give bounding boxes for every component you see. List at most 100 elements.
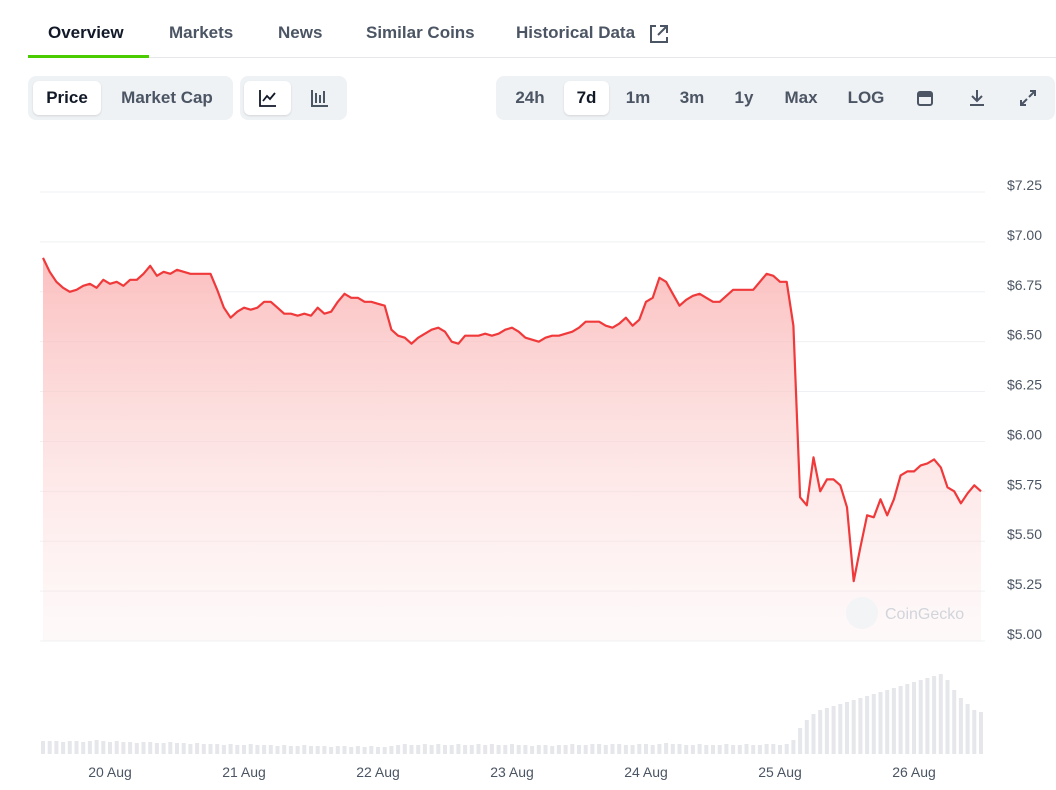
range-button[interactable]: LOG bbox=[847, 88, 885, 107]
fullscreen-button[interactable] bbox=[1008, 81, 1048, 115]
download-button[interactable] bbox=[957, 81, 997, 115]
volume-bar bbox=[288, 746, 293, 754]
tab[interactable]: News bbox=[278, 23, 323, 42]
calendar-button[interactable] bbox=[905, 81, 945, 115]
y-tick-label: $6.00 bbox=[1007, 426, 1042, 442]
volume-bar bbox=[570, 744, 575, 754]
volume-bar bbox=[650, 745, 655, 754]
watermark: CoinGecko bbox=[885, 606, 964, 623]
volume-bar bbox=[757, 745, 762, 754]
volume-bar bbox=[188, 744, 193, 754]
volume-bar bbox=[175, 743, 179, 754]
volume-bar bbox=[322, 746, 327, 754]
volume-bar bbox=[255, 745, 260, 754]
toggle-button[interactable]: Market Cap bbox=[121, 88, 213, 107]
calendar-icon bbox=[917, 91, 933, 106]
volume-bar bbox=[972, 710, 977, 754]
volume-bar bbox=[556, 745, 561, 754]
y-tick-label: $5.50 bbox=[1007, 526, 1042, 542]
external-link-icon bbox=[650, 25, 668, 43]
volume-bar bbox=[402, 744, 407, 754]
volume-bar bbox=[295, 746, 300, 754]
volume-bar bbox=[483, 745, 488, 754]
volume-bar bbox=[979, 712, 983, 754]
volume-bar bbox=[201, 744, 206, 754]
volume-bar bbox=[148, 742, 153, 754]
volume-bar bbox=[168, 742, 173, 754]
range-button[interactable]: Max bbox=[784, 88, 818, 107]
volume-bar bbox=[784, 744, 789, 754]
volume-bar bbox=[891, 688, 896, 754]
line-icon bbox=[258, 90, 276, 107]
volume-bar bbox=[851, 700, 856, 754]
volume-bar bbox=[81, 742, 86, 754]
volume-bar bbox=[824, 708, 829, 754]
volume-bar bbox=[362, 747, 367, 754]
tab[interactable]: Historical Data bbox=[516, 23, 636, 42]
volume-bar bbox=[644, 744, 648, 754]
volume-bar bbox=[329, 747, 334, 754]
volume-bar bbox=[489, 744, 494, 754]
active-underline bbox=[28, 55, 149, 58]
volume-bar bbox=[804, 720, 809, 754]
range-button[interactable]: 1y bbox=[734, 88, 754, 107]
volume-bar bbox=[818, 710, 823, 754]
tab[interactable]: Similar Coins bbox=[366, 23, 475, 42]
volume-bar bbox=[215, 744, 220, 754]
volume-bar bbox=[235, 745, 240, 754]
volume-bar bbox=[885, 690, 890, 754]
volume-bar bbox=[121, 742, 126, 754]
volume-bar bbox=[523, 745, 528, 754]
volume-bar bbox=[717, 745, 722, 754]
volume-bar bbox=[731, 745, 736, 754]
volume-bar bbox=[958, 698, 963, 754]
volume-bar bbox=[744, 744, 749, 754]
volume-bar bbox=[838, 704, 843, 754]
volume-bar bbox=[409, 745, 414, 754]
volume-bar bbox=[737, 745, 742, 754]
range-button[interactable]: 24h bbox=[515, 88, 545, 107]
volume-bar bbox=[771, 744, 776, 754]
x-tick-label: 21 Aug bbox=[222, 764, 266, 780]
volume-bar bbox=[275, 746, 280, 754]
download-icon bbox=[970, 90, 984, 106]
y-tick-label: $5.75 bbox=[1007, 476, 1042, 492]
volume-bar bbox=[952, 690, 957, 754]
x-tick-label: 20 Aug bbox=[88, 764, 132, 780]
volume-bar bbox=[463, 745, 468, 754]
x-tick-label: 22 Aug bbox=[356, 764, 400, 780]
volume-bar bbox=[677, 744, 682, 754]
volume-bar bbox=[282, 745, 287, 754]
price-line bbox=[42, 257, 982, 583]
volume-bar bbox=[536, 745, 541, 754]
volume-bar bbox=[134, 743, 139, 754]
x-tick-label: 26 Aug bbox=[892, 764, 936, 780]
volume-bar bbox=[945, 680, 950, 754]
range-button[interactable]: 1m bbox=[625, 88, 651, 107]
volume-bar bbox=[938, 674, 943, 754]
fullscreen-icon bbox=[1020, 90, 1036, 106]
price-area bbox=[43, 257, 981, 641]
volume-bar bbox=[704, 745, 709, 754]
volume-bar bbox=[416, 745, 421, 754]
volume-bar bbox=[496, 745, 501, 754]
tab[interactable]: Overview bbox=[48, 23, 124, 42]
line-chart-button[interactable] bbox=[244, 81, 291, 115]
volume-bar bbox=[268, 745, 273, 754]
range-button[interactable]: 3m bbox=[679, 88, 705, 107]
volume-bar bbox=[94, 740, 99, 754]
range-button[interactable]: 7d bbox=[564, 81, 609, 115]
tab[interactable]: Markets bbox=[169, 23, 234, 42]
volume-bar bbox=[791, 740, 796, 754]
volume-bar bbox=[516, 745, 521, 754]
toggle-button[interactable]: Price bbox=[33, 81, 101, 115]
volume-bar bbox=[108, 742, 112, 754]
candle-chart-button[interactable] bbox=[296, 81, 343, 115]
volume-bar bbox=[912, 682, 916, 754]
volume-bar bbox=[918, 680, 923, 754]
volume-bar bbox=[898, 686, 903, 754]
volume-bar bbox=[476, 744, 481, 754]
volume-bar bbox=[510, 744, 514, 754]
